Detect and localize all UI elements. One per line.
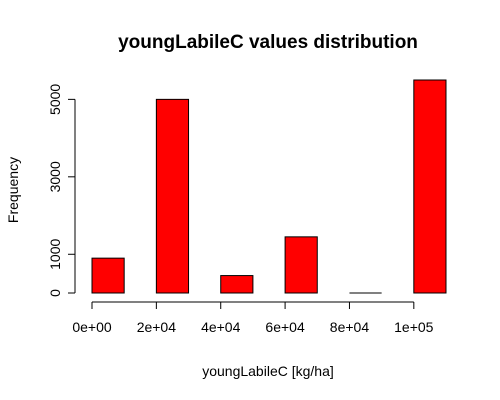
y-axis-label: Frequency [5,157,21,223]
chart-title: youngLabileC values distribution [118,32,418,53]
histogram-bar [284,236,318,294]
x-tick-label: 4e+04 [201,319,241,335]
y-axis: 0 1000 3000 5000 [47,84,76,297]
histogram-bar [220,275,254,294]
x-axis-label: youngLabileC [kg/ha] [202,363,334,379]
y-tick-label: 1000 [47,238,63,269]
x-tick-label: 0e+00 [72,319,112,335]
x-axis: 0e+00 2e+04 4e+04 6e+04 8e+04 1e+05 [72,301,434,335]
histogram-bar [155,98,190,294]
histogram-bar [413,79,447,294]
y-tick-label: 5000 [47,84,63,115]
bars-group [91,79,447,294]
y-tick-label: 0 [47,289,63,297]
histogram-bar [91,257,125,294]
x-tick-label: 8e+04 [330,319,370,335]
x-tick-label: 1e+05 [394,319,434,335]
y-tick-label: 3000 [47,161,63,192]
x-tick-label: 6e+04 [265,319,305,335]
x-tick-label: 2e+04 [137,319,177,335]
